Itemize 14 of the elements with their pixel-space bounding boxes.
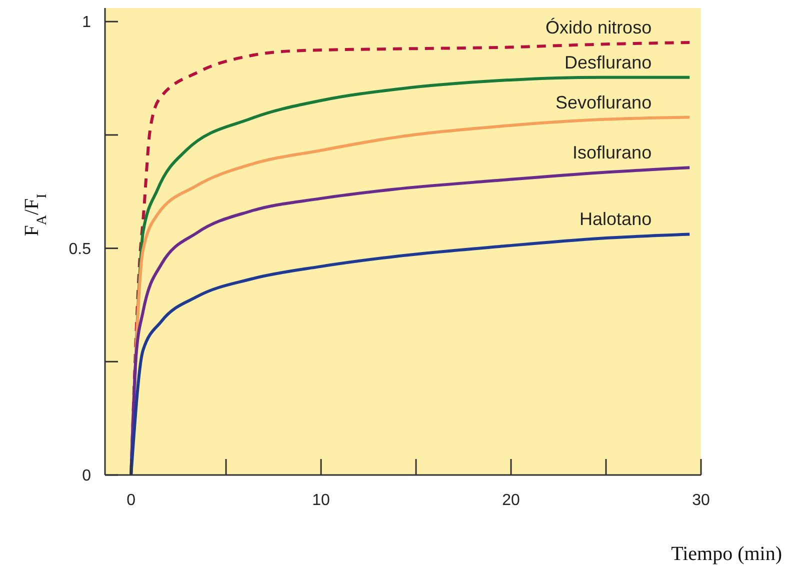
x-tick-label: 10 (312, 492, 330, 509)
series-label: Isoflurano (572, 142, 652, 163)
series-label: Óxido nitroso (546, 17, 652, 38)
x-tick-label: 20 (502, 492, 520, 509)
series-label: Desflurano (564, 52, 652, 72)
x-tick-label: 0 (126, 492, 136, 509)
y-tick-label: 0.5 (68, 240, 92, 258)
x-tick-label: 30 (692, 492, 710, 509)
series-label: Sevoflurano (556, 92, 652, 112)
series-label: Halotano (580, 209, 652, 230)
line-series (130, 232, 692, 476)
x-axis-title: Tiempo (min) (671, 543, 782, 565)
y-tick-label: 0 (82, 468, 92, 485)
y-tick-label: 1 (82, 14, 92, 32)
